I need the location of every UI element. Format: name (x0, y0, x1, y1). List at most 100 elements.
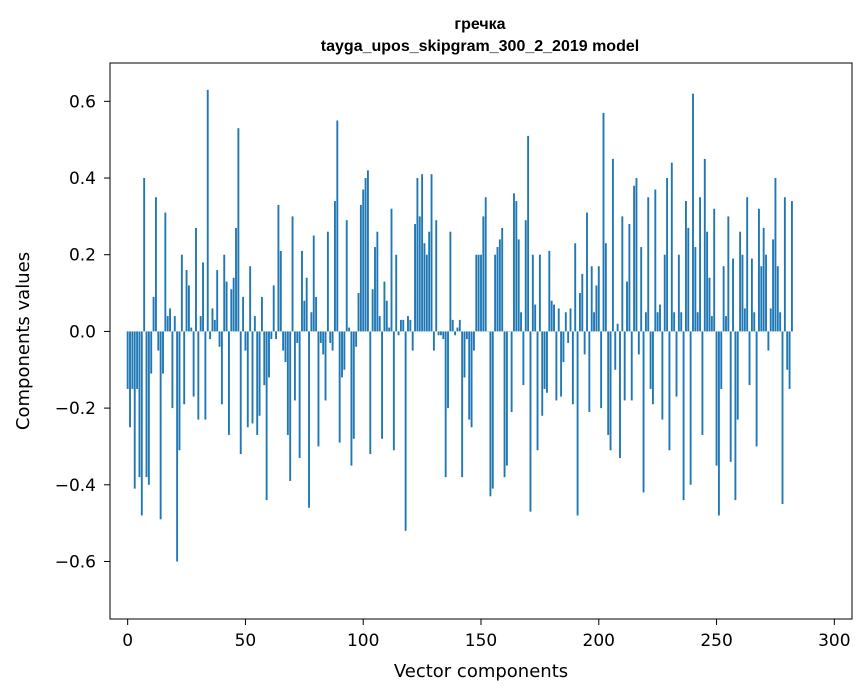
bar (211, 308, 214, 332)
bar (755, 331, 758, 447)
bar (769, 308, 772, 332)
bar (538, 254, 541, 332)
bar (232, 277, 235, 332)
chart-title: гречка (454, 16, 505, 33)
x-tick-label: 50 (235, 631, 257, 651)
bar (560, 331, 563, 397)
bar (291, 216, 294, 332)
bar (458, 319, 461, 332)
bar (614, 331, 617, 370)
bar (164, 212, 167, 332)
bar (399, 319, 402, 332)
bar (381, 331, 383, 439)
bar (689, 331, 692, 485)
bar (684, 201, 687, 332)
bar (308, 331, 310, 508)
bar (484, 197, 487, 332)
bar (435, 220, 438, 332)
bar (284, 331, 287, 363)
bar (202, 262, 204, 332)
bar (305, 277, 308, 332)
bar (397, 331, 400, 336)
bar (541, 331, 544, 416)
bar (701, 331, 704, 435)
bar (374, 247, 376, 332)
bar (131, 331, 134, 389)
bar (524, 220, 527, 332)
bar (432, 331, 435, 351)
bar (581, 273, 584, 332)
bar (644, 312, 647, 332)
bar (395, 254, 398, 332)
bar (289, 331, 292, 481)
bar (355, 331, 358, 347)
y-tick-label: 0.0 (69, 322, 96, 342)
bar (553, 304, 555, 332)
bar (301, 250, 303, 332)
x-axis-ticks: 0 50 100 150 200 250 300 (122, 619, 851, 651)
bar (225, 281, 228, 332)
bar (162, 331, 164, 374)
bar (392, 331, 395, 451)
bar (286, 331, 289, 435)
bar (682, 331, 685, 501)
bar (204, 331, 207, 420)
bar (623, 331, 626, 401)
bar (717, 331, 720, 516)
bar (642, 331, 645, 493)
bar (362, 189, 365, 332)
bar (494, 254, 497, 332)
bar (147, 331, 150, 485)
bar (411, 331, 414, 351)
bar (732, 258, 734, 332)
bar (322, 331, 325, 355)
bar (154, 197, 157, 332)
bar (343, 331, 346, 370)
bar (626, 281, 628, 332)
bar (708, 277, 711, 332)
bar (677, 254, 680, 332)
bar (715, 331, 718, 466)
bar (138, 331, 141, 478)
bars-group (126, 89, 793, 562)
bar (760, 266, 763, 332)
bar (178, 331, 181, 451)
bar (750, 258, 753, 332)
bar (546, 331, 548, 393)
chart-subtitle: tayga_upos_skipgram_300_2_2019 model (321, 38, 639, 55)
bar (416, 178, 419, 332)
x-tick-label: 300 (818, 631, 850, 651)
bar (720, 331, 723, 389)
bar (647, 197, 650, 332)
bar (390, 208, 393, 332)
bar (371, 289, 374, 332)
bar (602, 112, 605, 332)
bar (126, 331, 129, 389)
bar (482, 216, 485, 332)
bar (607, 331, 610, 435)
bar (242, 296, 245, 332)
bar (336, 120, 339, 332)
bar (310, 312, 313, 332)
bar (279, 250, 282, 332)
bar (788, 331, 791, 389)
bar (621, 216, 624, 332)
bar (159, 331, 162, 520)
bar (635, 178, 638, 332)
bar (510, 331, 513, 412)
bar (505, 331, 508, 466)
bar (694, 247, 697, 332)
bar (557, 308, 560, 332)
bar (246, 331, 249, 428)
bar (463, 331, 466, 378)
bar (564, 312, 567, 332)
bar (461, 331, 464, 478)
bar (244, 331, 247, 351)
bar (317, 331, 320, 447)
bar (696, 312, 699, 332)
bar (503, 331, 506, 478)
bar (235, 227, 237, 332)
bar (404, 331, 407, 531)
bar (781, 331, 784, 504)
